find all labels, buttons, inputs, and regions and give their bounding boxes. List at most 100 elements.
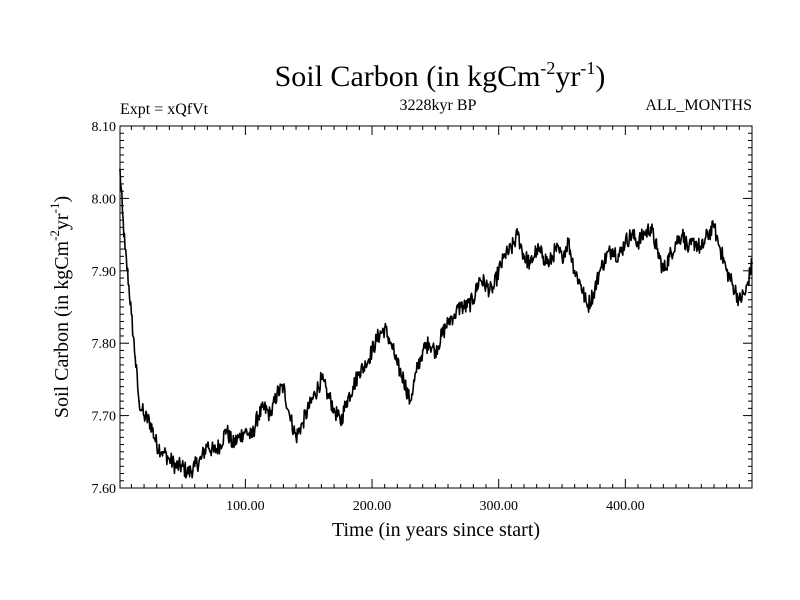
data-point — [282, 385, 285, 388]
data-point — [440, 335, 443, 337]
data-point — [134, 356, 137, 359]
data-point — [244, 429, 247, 431]
data-point — [358, 371, 361, 374]
data-point — [485, 284, 487, 287]
y-tick-label: 7.60 — [92, 482, 117, 497]
data-point — [421, 349, 424, 352]
x-axis-label: Time (in years since start) — [332, 519, 540, 541]
experiment-label: Expt = xQfVt — [120, 101, 209, 118]
data-point — [447, 320, 449, 323]
data-point — [744, 291, 747, 294]
data-point — [121, 211, 124, 214]
data-point — [554, 248, 557, 250]
data-point — [548, 262, 551, 265]
data-point — [130, 313, 133, 316]
data-point — [402, 378, 405, 381]
data-point — [713, 226, 715, 229]
data-point — [738, 298, 741, 301]
y-tick-label: 7.80 — [92, 337, 117, 352]
data-point — [725, 269, 728, 272]
data-point — [516, 233, 519, 236]
data-point — [124, 248, 126, 250]
y-tick-label: 8.10 — [92, 120, 117, 135]
data-point — [295, 436, 297, 439]
data-point — [719, 248, 722, 250]
data-point — [257, 414, 259, 417]
data-point — [630, 233, 633, 236]
data-point — [535, 248, 538, 250]
data-point — [276, 392, 278, 395]
data-point — [119, 168, 121, 171]
data-point — [187, 472, 190, 475]
data-point — [206, 443, 209, 446]
data-point — [371, 349, 373, 352]
data-point — [301, 421, 304, 424]
x-tick-label: 400.00 — [606, 499, 645, 514]
data-point — [263, 407, 266, 410]
data-point — [200, 458, 202, 460]
data-point — [662, 269, 665, 272]
data-point — [231, 443, 234, 446]
data-point — [529, 262, 532, 265]
data-point — [706, 233, 709, 236]
data-point — [333, 407, 335, 410]
x-tick-label: 200.00 — [353, 499, 392, 514]
series-line — [119, 169, 753, 479]
data-point — [288, 414, 291, 417]
data-point — [491, 291, 494, 294]
data-point — [478, 277, 481, 279]
data-point — [523, 255, 525, 258]
data-point — [453, 313, 456, 316]
data-point — [174, 465, 177, 468]
data-point — [143, 414, 145, 417]
months-label: ALL_MONTHS — [645, 97, 752, 114]
chart-title: Soil Carbon (in kgCm-2yr-1) — [275, 58, 606, 93]
data-point — [459, 306, 462, 308]
data-point — [162, 450, 164, 453]
data-point — [567, 240, 570, 243]
data-point — [149, 421, 152, 424]
period-label: 3228kyr BP — [400, 97, 477, 114]
data-point — [250, 436, 253, 439]
data-point — [580, 284, 582, 287]
data-point — [314, 392, 316, 395]
data-point — [573, 269, 576, 272]
data-point — [637, 240, 639, 243]
data-point — [415, 371, 418, 374]
series-layer — [119, 168, 753, 479]
data-point — [396, 364, 399, 366]
data-point — [155, 443, 158, 446]
data-point — [225, 429, 228, 431]
data-point — [605, 255, 608, 258]
data-point — [466, 306, 468, 308]
data-point — [377, 335, 380, 337]
data-point — [687, 248, 690, 250]
axis-ticks: 7.60 7.70 7.80 7.90 8.00 8.10 100.00 200.00 300.… — [92, 120, 753, 514]
data-point — [307, 407, 310, 410]
data-point — [675, 240, 677, 243]
data-point — [472, 298, 475, 301]
x-tick-label: 300.00 — [479, 499, 518, 514]
data-point — [181, 465, 183, 468]
data-point — [326, 392, 329, 395]
data-point — [320, 378, 323, 381]
data-point — [339, 421, 342, 424]
data-point — [352, 385, 354, 388]
data-point — [700, 248, 703, 250]
data-point — [649, 226, 652, 229]
data-point — [138, 400, 140, 403]
data-point — [193, 465, 196, 468]
data-point — [364, 364, 367, 366]
data-point — [434, 349, 437, 352]
data-point — [127, 284, 130, 287]
data-point — [212, 450, 215, 453]
data-point — [618, 255, 620, 258]
data-point — [681, 233, 684, 236]
data-point — [668, 255, 671, 258]
data-point — [592, 291, 595, 294]
data-point — [611, 248, 614, 250]
data-point — [510, 248, 513, 250]
data-point — [732, 284, 734, 287]
data-point — [586, 306, 589, 308]
data-point — [409, 400, 411, 403]
